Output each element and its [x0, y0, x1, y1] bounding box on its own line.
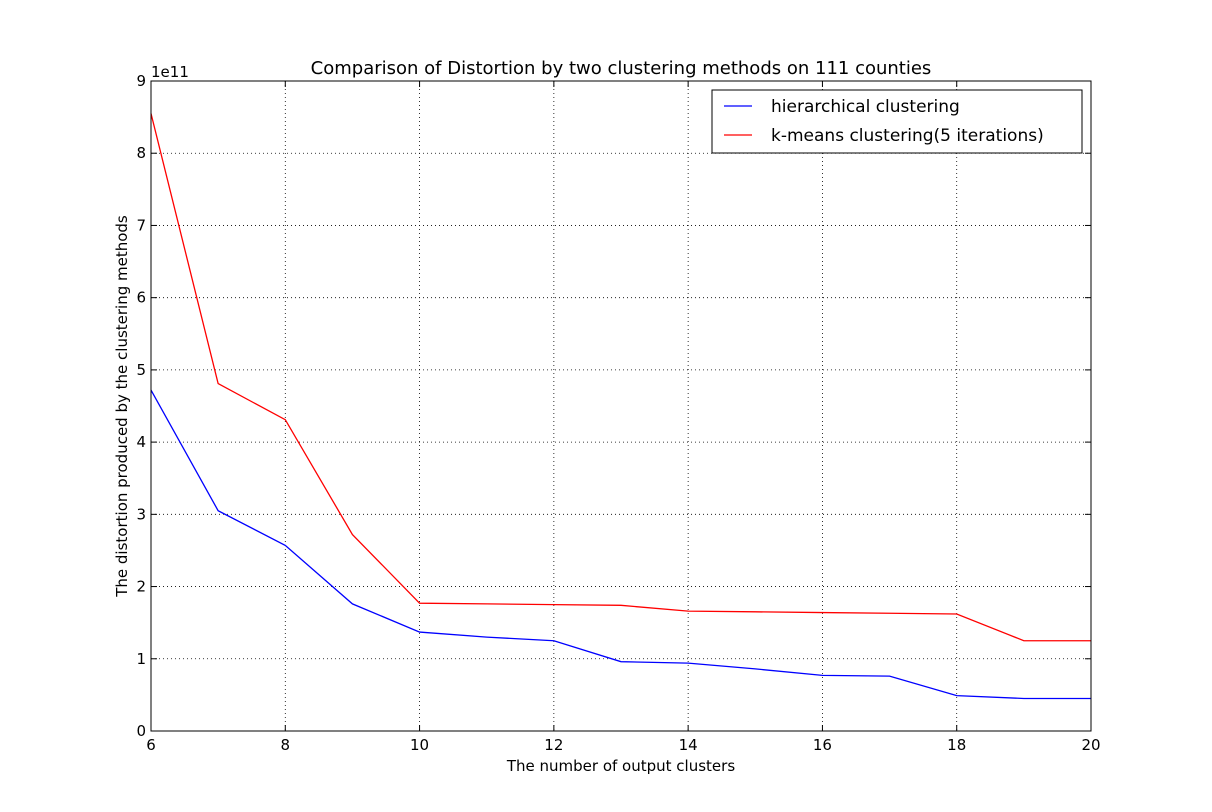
- legend-label-hierarchical: hierarchical clustering: [771, 97, 960, 117]
- x-tick-label: 6: [146, 736, 156, 754]
- grid: [151, 81, 1091, 731]
- x-tick-label: 16: [813, 736, 832, 754]
- x-tick-label: 12: [544, 736, 563, 754]
- x-tick-label: 18: [947, 736, 966, 754]
- y-tick-label: 7: [136, 216, 146, 234]
- legend: hierarchical clustering k-means clusteri…: [711, 89, 1083, 154]
- x-axis-label: The number of output clusters: [506, 757, 735, 775]
- y-tick-label: 2: [136, 578, 146, 596]
- y-tick-label: 9: [136, 72, 146, 90]
- plot-lines: [150, 113, 1091, 700]
- y-tick-label: 4: [136, 433, 146, 451]
- plot-frame: [150, 80, 1092, 732]
- y-tick-label: 6: [136, 289, 146, 307]
- series-line-1: [150, 113, 1091, 642]
- x-tick-label: 20: [1081, 736, 1100, 754]
- legend-box: [711, 89, 1083, 154]
- y-tick-label: 1: [136, 650, 146, 668]
- x-tick-label: 8: [281, 736, 291, 754]
- y-tick-label: 3: [136, 505, 146, 523]
- x-tick-label: 10: [410, 736, 429, 754]
- series-line-0: [150, 389, 1091, 700]
- y-tick-label: 5: [136, 361, 146, 379]
- y-offset-label: 1e11: [151, 63, 189, 81]
- chart-title: Comparison of Distortion by two clusteri…: [311, 58, 932, 79]
- y-tick-label: 8: [136, 144, 146, 162]
- y-axis-label: The distortion produced by the clusterin…: [113, 215, 131, 598]
- y-tick-label: 0: [136, 722, 146, 740]
- legend-label-kmeans: k-means clustering(5 iterations): [771, 126, 1044, 146]
- x-tick-label: 14: [679, 736, 698, 754]
